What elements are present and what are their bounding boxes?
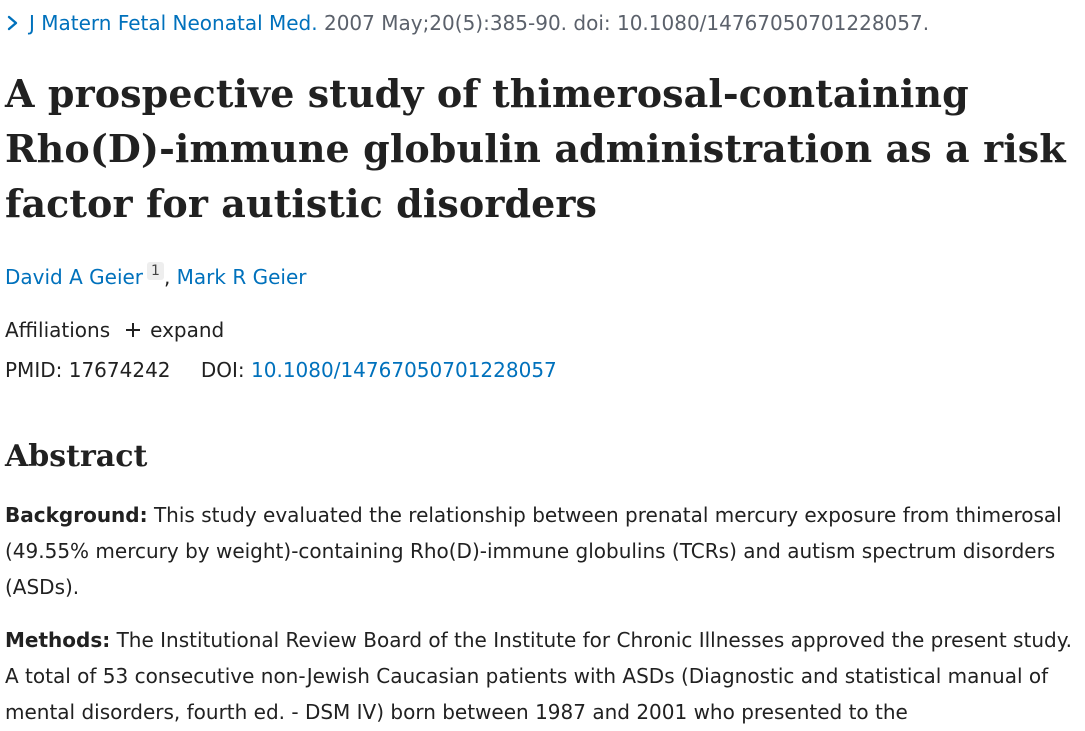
affiliation-badge[interactable]: 1	[147, 262, 164, 280]
abstract-background: Background: This study evaluated the rel…	[5, 497, 1080, 605]
abstract-heading: Abstract	[5, 439, 148, 474]
affiliations-row: Affiliations expand	[5, 316, 224, 344]
article-title: A prospective study of thimerosal-contai…	[5, 71, 1066, 226]
abstract-section-text: The Institutional Review Board of the In…	[5, 628, 1073, 724]
affiliations-label: Affiliations	[5, 318, 111, 342]
plus-icon	[126, 323, 141, 337]
abstract-section-label: Methods:	[5, 628, 111, 652]
journal-citation: J Matern Fetal Neonatal Med. 2007 May;20…	[5, 10, 929, 36]
chevron-right-icon[interactable]	[5, 13, 21, 33]
author-list: David A Geier 1, Mark R Geier	[5, 262, 307, 291]
author-separator: ,	[163, 265, 171, 289]
abstract-section-text: This study evaluated the relationship be…	[5, 503, 1062, 599]
pmid-value: 17674242	[68, 358, 171, 382]
identifiers-row: PMID: 17674242 DOI: 10.1080/147670507012…	[5, 356, 557, 384]
abstract-methods: Methods: The Institutional Review Board …	[5, 622, 1080, 730]
doi-label: DOI:	[200, 358, 245, 382]
author-link[interactable]: Mark R Geier	[176, 265, 307, 289]
affiliations-expand-button[interactable]: expand	[124, 318, 224, 342]
journal-link[interactable]: J Matern Fetal Neonatal Med.	[29, 11, 318, 35]
pmid-label: PMID:	[5, 358, 63, 382]
citation-details: 2007 May;20(5):385-90. doi: 10.1080/1476…	[323, 11, 930, 35]
doi-link[interactable]: 10.1080/14767050701228057	[251, 358, 557, 382]
expand-label: expand	[150, 318, 225, 342]
abstract-section-label: Background:	[5, 503, 148, 527]
author-link[interactable]: David A Geier	[5, 265, 144, 289]
